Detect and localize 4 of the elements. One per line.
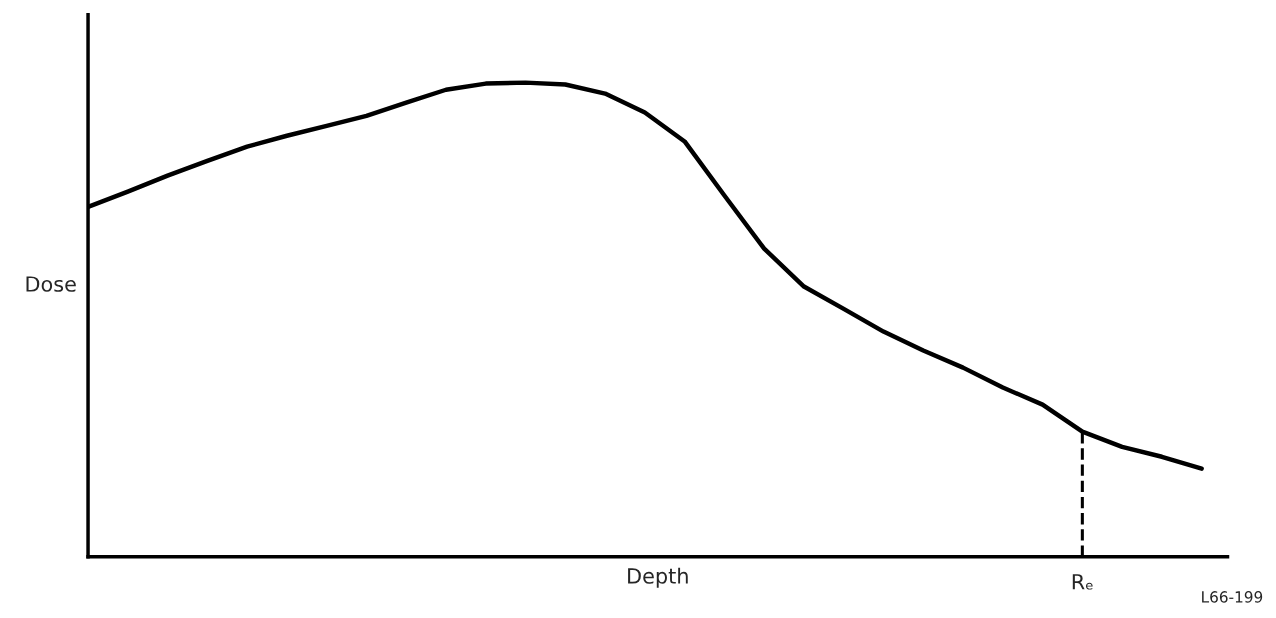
annotation: Rₑ <box>1072 574 1093 590</box>
x-axis-title: Depth <box>628 567 688 588</box>
y-axis-title: Dose <box>26 276 76 292</box>
text: L66-199 <box>1202 591 1263 603</box>
